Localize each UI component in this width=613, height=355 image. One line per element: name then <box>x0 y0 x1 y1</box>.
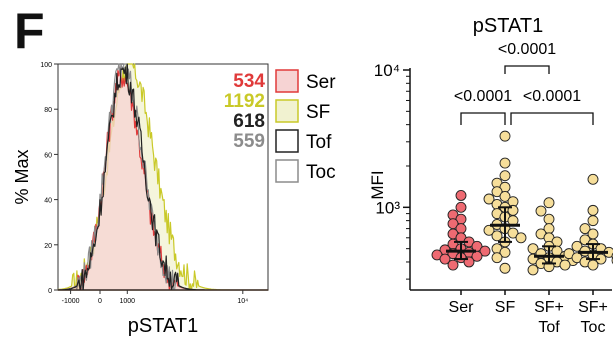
histogram-value-toc: 559 <box>233 131 265 152</box>
histogram-x-tick-label: -1000 <box>62 298 80 305</box>
legend-swatch-ser <box>275 69 299 93</box>
histogram-value-sf: 1192 <box>224 91 265 112</box>
legend-swatch-tof <box>275 129 299 153</box>
mfi-scatter-chart: pSTAT1 MFI 10³ 10⁴ Ser SF SF+ Tof SF+ Toc <0.0… <box>368 15 613 336</box>
significance-bracket <box>510 112 594 125</box>
histogram-y-tick-label: 20 <box>44 243 52 250</box>
histogram-y-tick-label: 0 <box>48 288 52 295</box>
significance-label: <0.0001 <box>498 41 556 58</box>
data-point <box>587 215 599 227</box>
data-point <box>587 173 599 185</box>
histogram-y-ticks: 0 20 40 60 80 100 <box>40 62 58 295</box>
data-point <box>499 170 511 182</box>
data-point <box>499 262 511 274</box>
data-point <box>491 230 503 242</box>
scatter-category-label: Toc <box>581 319 606 336</box>
significance-label: <0.0001 <box>523 88 581 105</box>
histogram-x-tick-label: 10⁴ <box>237 298 248 305</box>
scatter-category-label: SF <box>495 299 516 316</box>
significance-bracket <box>504 65 550 74</box>
data-point <box>587 259 599 271</box>
data-point <box>491 252 503 264</box>
scatter-category-label: Tof <box>538 319 560 336</box>
data-point <box>559 259 571 271</box>
scatter-category-label: SF+ <box>578 299 608 316</box>
data-point <box>499 246 511 258</box>
scatter-axes <box>409 68 612 291</box>
data-point <box>543 213 555 225</box>
data-point <box>579 223 591 235</box>
histogram-x-axis-label: pSTAT1 <box>128 315 198 337</box>
data-point <box>507 227 519 239</box>
histogram-x-tick-label: 1000 <box>120 298 136 305</box>
histogram-y-tick-label: 40 <box>44 198 52 205</box>
data-point <box>499 157 511 169</box>
significance-bracket <box>460 112 506 125</box>
data-point <box>479 245 491 257</box>
histogram-y-tick-label: 60 <box>44 152 52 159</box>
data-point <box>439 253 451 265</box>
histogram-value-tof: 618 <box>233 111 265 132</box>
panel-label: F <box>14 3 45 59</box>
data-point <box>515 232 527 244</box>
data-point <box>535 205 547 217</box>
legend-label-tof: Tof <box>306 132 332 153</box>
legend-swatch-sf <box>275 99 299 123</box>
scatter-y-tick-label: 10³ <box>375 198 400 217</box>
legend-label-toc: Toc <box>306 162 336 183</box>
data-point <box>491 186 503 198</box>
scatter-y-tick-label: 10⁴ <box>374 61 400 80</box>
data-point <box>483 193 495 205</box>
significance-brackets: <0.0001 <0.0001 <0.0001 <box>454 41 594 125</box>
histogram-y-tick-label: 80 <box>44 107 52 114</box>
legend-swatch-toc <box>275 159 299 183</box>
histogram-legend: Ser SF Tof Toc <box>275 69 336 183</box>
data-point <box>543 197 555 209</box>
histogram-value-ser: 534 <box>233 71 265 92</box>
histogram-curves <box>57 63 269 291</box>
histogram-y-axis-label: % Max <box>12 149 32 204</box>
scatter-category-labels: Ser SF SF+ Tof SF+ Toc <box>449 290 608 336</box>
data-point <box>499 190 511 202</box>
histogram-x-tick-label: 0 <box>98 298 102 305</box>
data-point <box>499 130 511 142</box>
significance-label: <0.0001 <box>454 88 512 105</box>
data-point <box>455 190 467 201</box>
legend-label-ser: Ser <box>306 72 336 93</box>
data-point <box>483 224 495 236</box>
data-point <box>587 204 599 216</box>
histogram-y-tick-label: 100 <box>40 62 52 69</box>
data-point <box>455 201 467 213</box>
data-point <box>571 240 583 252</box>
scatter-category-label: SF+ <box>534 299 564 316</box>
legend-label-sf: SF <box>306 102 330 123</box>
scatter-category-label: Ser <box>449 299 475 316</box>
data-point <box>447 259 459 271</box>
scatter-y-axis-label: MFI <box>368 170 387 199</box>
scatter-y-ticks: 10³ 10⁴ <box>374 61 410 280</box>
data-point <box>471 250 483 262</box>
histogram-x-ticks: -1000 0 1000 10⁴ <box>62 290 248 305</box>
histogram-curve-tof <box>57 63 269 291</box>
scatter-median-bars <box>446 206 608 265</box>
data-point <box>527 264 539 276</box>
scatter-title: pSTAT1 <box>473 15 543 37</box>
